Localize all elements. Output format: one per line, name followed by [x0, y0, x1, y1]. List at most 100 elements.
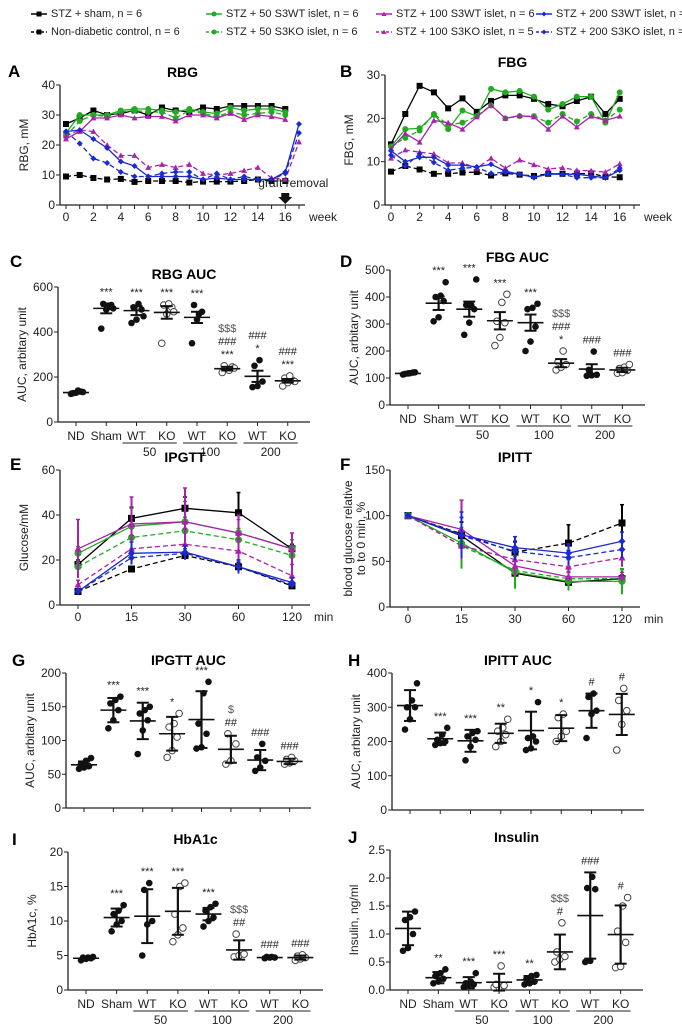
data-point — [488, 85, 495, 92]
data-point — [401, 916, 409, 924]
x-tick-label: 0 — [63, 210, 70, 224]
legend-swatch-icon — [31, 11, 47, 17]
chart-title: Insulin — [494, 829, 539, 845]
significance-label: *** — [100, 286, 114, 298]
legend-label: STZ + 100 S3KO islet, n = 5 — [396, 26, 534, 38]
significance-label: *** — [191, 288, 205, 300]
y-tick-label: 300 — [367, 700, 387, 714]
group-label: 200 — [261, 445, 281, 459]
significance-label: ## — [225, 717, 238, 729]
category-group: ### — [609, 348, 636, 377]
group-label: 50 — [476, 428, 490, 442]
data-point — [172, 178, 179, 184]
data-point — [241, 112, 248, 118]
x-tick-label: KO — [279, 429, 296, 443]
data-point — [545, 126, 552, 132]
data-point — [440, 975, 447, 983]
x-tick-label: 6 — [145, 210, 152, 224]
x-tick-label: 120 — [282, 610, 302, 624]
significance-label: * — [255, 343, 260, 355]
x-tick-label: 0 — [405, 612, 412, 626]
significance-label: *** — [202, 887, 216, 899]
x-tick-label: 4 — [445, 210, 452, 224]
significance-label: *** — [524, 287, 538, 299]
significance-label: *** — [493, 277, 507, 289]
category-group: *** — [153, 287, 180, 348]
data-point — [459, 107, 466, 114]
data-point — [76, 118, 83, 124]
y-tick-label: 15 — [50, 880, 64, 894]
data-point — [402, 163, 409, 169]
data-point — [459, 126, 466, 132]
chart-title: RBG — [167, 64, 198, 80]
series-line — [390, 149, 621, 173]
data-point — [104, 142, 111, 148]
y-tick-label: 30 — [367, 68, 381, 82]
data-point — [117, 158, 124, 165]
y-tick-label: 20 — [42, 553, 56, 567]
y-tick-label: 200 — [33, 370, 53, 384]
data-point — [172, 118, 179, 124]
data-point — [488, 98, 495, 104]
data-point — [241, 173, 248, 180]
data-point — [545, 101, 552, 108]
data-point — [516, 156, 523, 163]
data-point — [616, 113, 623, 119]
y-tick-label: 50 — [372, 554, 386, 568]
x-tick-label: 0 — [388, 210, 395, 224]
data-point — [203, 730, 210, 738]
data-point — [622, 706, 631, 715]
data-point — [588, 167, 595, 174]
data-point — [472, 969, 480, 977]
data-point — [530, 174, 537, 181]
data-point — [530, 161, 537, 168]
data-point — [497, 962, 505, 970]
data-point — [445, 170, 452, 177]
data-point — [240, 950, 248, 958]
y-tick-label: 0 — [46, 415, 53, 429]
significance-label: ### — [251, 727, 270, 739]
data-point — [402, 111, 409, 117]
x-tick-label: 30 — [178, 610, 192, 624]
data-point — [473, 169, 480, 176]
legend-item: STZ + 200 S3KO islet, n = 6 — [535, 26, 682, 38]
x-tick-label: 10 — [196, 210, 210, 224]
chart-title: IPGTT AUC — [151, 652, 226, 668]
data-point — [205, 678, 212, 686]
data-point — [145, 164, 152, 170]
legend-label: Non-diabetic control, n = 6 — [51, 26, 180, 38]
x-tick-label: WT — [520, 997, 539, 1011]
legend-label: STZ + 50 S3KO islet, n = 6 — [226, 26, 358, 38]
series-line — [390, 104, 620, 150]
x-tick-label: ND — [399, 997, 417, 1011]
x-axis-label: min — [314, 610, 333, 624]
data-point — [502, 89, 509, 96]
data-point — [445, 126, 452, 133]
data-point — [545, 119, 552, 126]
legend-label: STZ + 200 S3KO islet, n = 6 — [556, 26, 682, 38]
data-point — [462, 301, 470, 309]
data-point — [63, 173, 69, 180]
data-point — [585, 366, 593, 374]
data-point — [163, 753, 171, 762]
group-label: 100 — [533, 1013, 553, 1027]
category-group: *** — [129, 686, 156, 758]
data-point — [404, 944, 412, 952]
chart-panel-B: B FBG 0 10 20 30 FBG, mM 0 2 4 6 8 10 12 14 16 week — [340, 54, 673, 224]
data-point — [251, 362, 258, 370]
data-point — [573, 118, 580, 125]
category-group: * — [548, 697, 575, 746]
x-tick-label: 2 — [90, 210, 97, 224]
y-axis-label: AUC, arbitary unit — [347, 289, 361, 384]
legend-item: STZ + 200 S3WT islet, n = 5 — [535, 8, 682, 20]
legend: STZ + sham, n = 6 Non-diabetic control, n… — [0, 0, 682, 45]
data-point — [524, 305, 531, 313]
data-point — [117, 175, 124, 182]
data-point — [459, 165, 466, 172]
chart-title: IPITT AUC — [484, 652, 552, 668]
significance-label: $$$ — [218, 323, 236, 335]
data-point — [120, 901, 127, 909]
data-point — [104, 115, 111, 121]
data-point — [402, 158, 409, 165]
